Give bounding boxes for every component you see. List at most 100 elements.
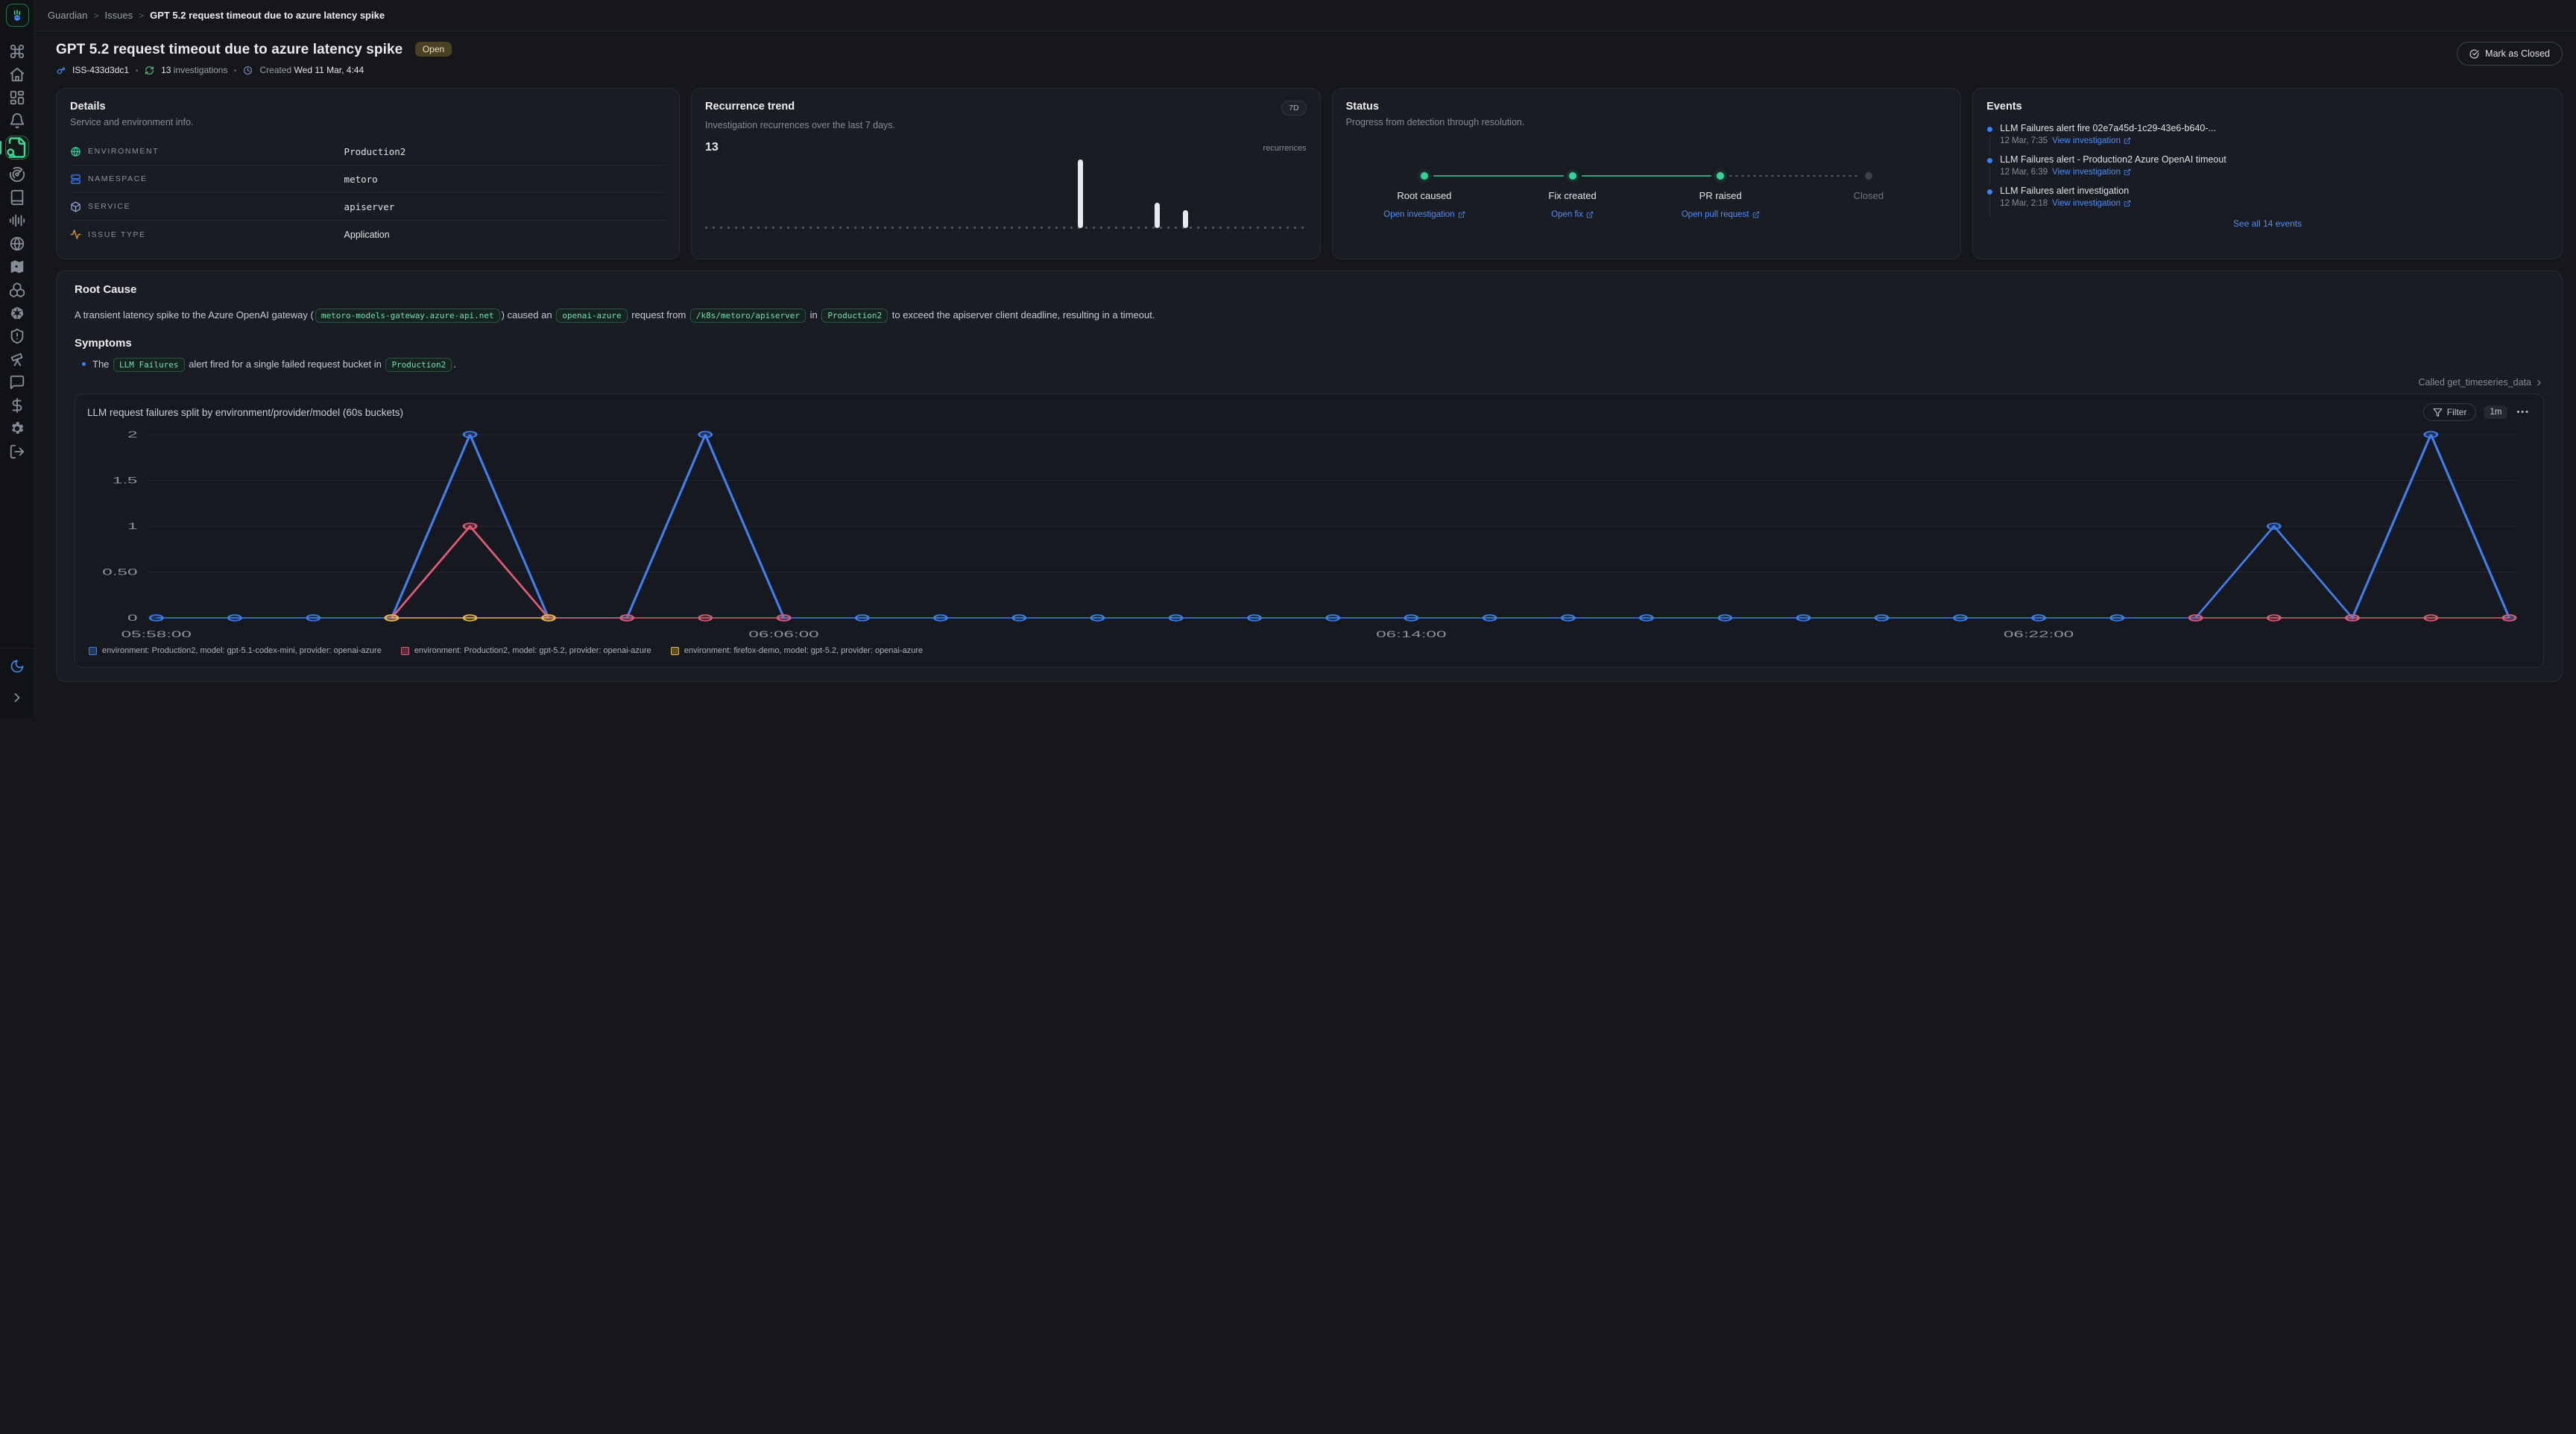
recurrence-unit: recurrences — [1263, 144, 1307, 153]
summary-cards-row: Details Service and environment info. EN… — [56, 88, 2563, 259]
legend-item[interactable]: environment: Production2, model: gpt-5.1… — [89, 646, 382, 655]
page-title: GPT 5.2 request timeout due to azure lat… — [56, 42, 402, 57]
sidebar-item-shield-alert-icon[interactable] — [6, 328, 28, 344]
sidebar-item-home-icon[interactable] — [6, 66, 28, 83]
step-label: Closed — [1795, 190, 1943, 201]
filter-funnel-icon — [2433, 408, 2443, 417]
view-investigation-link[interactable]: View investigation — [2052, 199, 2131, 208]
details-card-subtitle: Service and environment info. — [70, 117, 666, 127]
details-value: Application — [344, 230, 390, 240]
event-item: LLM Failures alert - Production2 Azure O… — [1986, 154, 2548, 186]
chart-legend: environment: Production2, model: gpt-5.1… — [87, 643, 2531, 660]
sidebar-item-audio-waveform-icon[interactable] — [6, 212, 28, 229]
code-chip: LLM Failures — [113, 358, 184, 372]
stepper-links: Open investigation Open fix Open pull re… — [1351, 207, 1943, 221]
sidebar — [0, 0, 35, 717]
view-investigation-link[interactable]: View investigation — [2052, 168, 2131, 177]
events-card: Events LLM Failures alert fire 02e7a45d-… — [1972, 88, 2563, 259]
event-connector — [1989, 198, 1990, 217]
stepper-track — [1351, 171, 1943, 181]
events-card-title: Events — [1986, 101, 2548, 113]
stepper-dot-todo — [1865, 172, 1872, 180]
activity-icon — [70, 229, 81, 240]
open-fix-link[interactable]: Open fix — [1551, 210, 1594, 219]
svg-text:06:06:00: 06:06:00 — [748, 630, 818, 639]
details-value: apiserver — [344, 201, 395, 212]
external-link-icon — [1752, 211, 1760, 218]
sidebar-item-radar-icon[interactable] — [6, 166, 28, 183]
event-time: 12 Mar, 7:35 — [2000, 136, 2048, 145]
check-circle-icon — [2469, 49, 2479, 59]
stepper-dot-done — [1569, 172, 1576, 180]
server-icon — [70, 174, 81, 185]
chart-menu-button[interactable]: ••• — [2515, 408, 2531, 417]
event-title: LLM Failures alert - Production2 Azure O… — [2000, 154, 2226, 165]
details-row: ENVIRONMENTProduction2 — [70, 138, 666, 165]
sidebar-item-file-search-icon[interactable] — [5, 136, 29, 159]
text-segment: alert fired for a single failed request … — [186, 358, 385, 370]
details-row: SERVICEapiserver — [70, 193, 666, 221]
legend-swatch — [671, 647, 679, 655]
sidebar-item-boxes-icon[interactable] — [6, 282, 28, 298]
filter-button[interactable]: Filter — [2423, 403, 2477, 421]
sidebar-item-telescope-icon[interactable] — [6, 351, 28, 367]
sidebar-item-bell-icon[interactable] — [6, 113, 28, 129]
step-label: Root caused — [1351, 190, 1499, 201]
breadcrumb-guardian[interactable]: Guardian — [48, 10, 87, 21]
step-label: Fix created — [1498, 190, 1647, 201]
bullet-icon — [82, 362, 86, 366]
recurrence-trend-card: Recurrence trend 7D Investigation recurr… — [691, 88, 1321, 259]
stepper-labels: Root causedFix createdPR raisedClosed — [1351, 190, 1943, 201]
see-all-events-link[interactable]: See all 14 events — [1986, 218, 2548, 229]
status-badge: Open — [415, 42, 452, 57]
sidebar-item-kubernetes-icon[interactable] — [6, 305, 28, 321]
sidebar-item-book-icon[interactable] — [6, 189, 28, 206]
external-link-icon — [1458, 211, 1465, 218]
sidebar-item-command-icon[interactable] — [6, 43, 28, 60]
title-row: GPT 5.2 request timeout due to azure lat… — [56, 42, 2563, 75]
sidebar-item-chat-icon[interactable] — [6, 374, 28, 391]
text-segment: ) caused an — [502, 309, 555, 320]
breadcrumb-issues[interactable]: Issues — [105, 10, 133, 21]
svg-text:2: 2 — [127, 430, 137, 440]
moon-icon[interactable] — [10, 659, 25, 674]
svg-text:05:58:00: 05:58:00 — [121, 630, 192, 639]
tool-call-expander[interactable]: Called get_timeseries_data — [75, 377, 2544, 388]
event-connector — [1989, 135, 1990, 154]
legend-item[interactable]: environment: firefox-demo, model: gpt-5.… — [671, 646, 923, 655]
interval-chip[interactable]: 1m — [2484, 405, 2507, 419]
recurrence-card-subtitle: Investigation recurrences over the last … — [705, 120, 1307, 130]
code-chip: Production2 — [385, 358, 452, 372]
sidebar-item-globe-icon[interactable] — [6, 236, 28, 252]
step-label: PR raised — [1647, 190, 1795, 201]
details-label: NAMESPACE — [88, 174, 148, 183]
event-title: LLM Failures alert fire 02e7a45d-1c29-43… — [2000, 123, 2216, 133]
chevron-right-icon[interactable] — [10, 690, 25, 705]
sidebar-item-dashboard-icon[interactable] — [6, 89, 28, 106]
chevron-right-icon — [2534, 378, 2544, 388]
sparkline-baseline — [705, 227, 1307, 229]
view-investigation-link[interactable]: View investigation — [2052, 136, 2131, 145]
clock-icon — [243, 66, 253, 75]
open-investigation-link[interactable]: Open investigation — [1383, 210, 1465, 219]
sidebar-item-map-icon[interactable] — [6, 259, 28, 275]
event-time: 12 Mar, 6:39 — [2000, 168, 2048, 177]
breadcrumb-current: GPT 5.2 request timeout due to azure lat… — [150, 10, 385, 21]
external-link-icon — [1586, 211, 1594, 218]
open-pull-request-link[interactable]: Open pull request — [1682, 210, 1760, 219]
investigations-count: 13 investigations — [161, 65, 227, 75]
sidebar-item-settings-icon[interactable] — [6, 420, 28, 437]
svg-text:1: 1 — [127, 522, 137, 531]
dot-separator — [136, 69, 138, 72]
sidebar-item-dollar-icon[interactable] — [6, 397, 28, 414]
sidebar-footer — [0, 648, 34, 717]
legend-item[interactable]: environment: Production2, model: gpt-5.2… — [401, 646, 651, 655]
code-chip: /k8s/metoro/apiserver — [690, 309, 806, 323]
chart-card: LLM request failures split by environmen… — [75, 394, 2544, 668]
sidebar-item-logout-icon[interactable] — [6, 443, 28, 460]
app-logo-icon[interactable] — [6, 4, 29, 27]
stepper-segment — [1433, 175, 1564, 177]
stepper-segment — [1582, 175, 1712, 177]
status-card-title: Status — [1346, 101, 1948, 113]
mark-as-closed-button[interactable]: Mark as Closed — [2457, 42, 2563, 66]
